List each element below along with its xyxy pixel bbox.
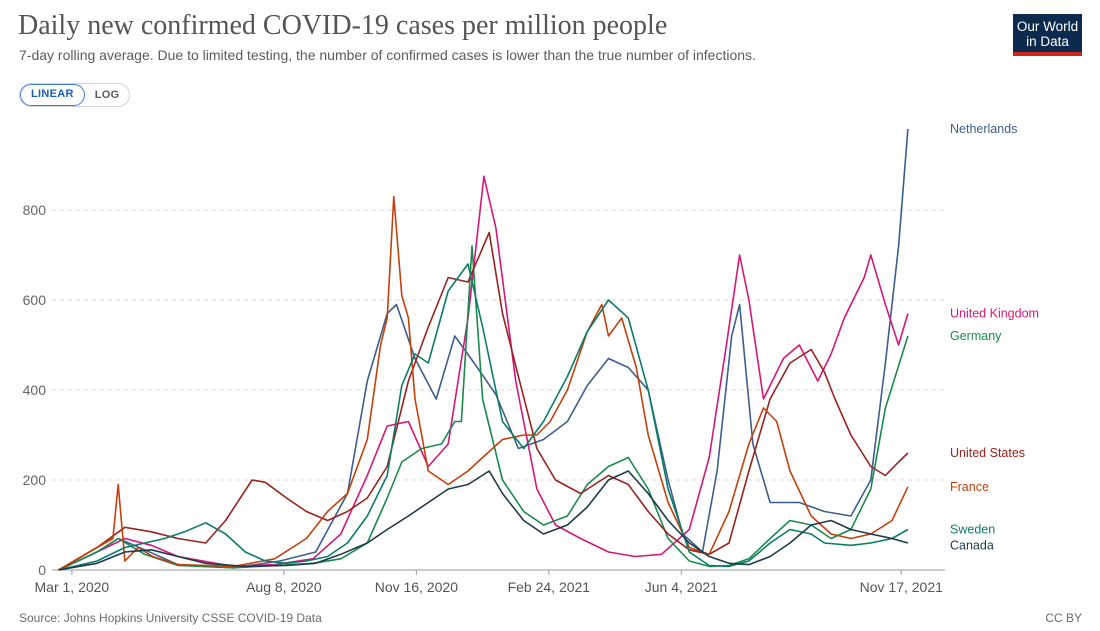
series-label-canada[interactable]: Canada [950, 539, 994, 553]
x-tick-label: Nov 16, 2020 [375, 579, 458, 595]
y-tick-label: 200 [23, 472, 47, 488]
logo-line-1: Our World [1016, 19, 1079, 34]
series-label-france[interactable]: France [950, 480, 989, 494]
license-note[interactable]: CC BY [1045, 611, 1082, 625]
x-tick-label: Jun 4, 2021 [645, 579, 718, 595]
log-scale-button[interactable]: LOG [94, 89, 120, 101]
series-line-france[interactable] [58, 195, 909, 571]
logo-line-2: in Data [1026, 34, 1069, 49]
y-tick-label: 800 [23, 202, 47, 218]
x-tick-label: Nov 17, 2021 [860, 579, 943, 595]
page-subtitle: 7-day rolling average. Due to limited te… [19, 47, 756, 63]
owid-logo[interactable]: Our World in Data [1013, 14, 1082, 56]
series-line-united-kingdom[interactable] [58, 175, 909, 571]
y-tick-label: 400 [23, 382, 47, 398]
y-tick-label: 600 [23, 292, 47, 308]
linear-scale-button[interactable]: LINEAR [20, 84, 85, 106]
series-line-germany[interactable] [58, 245, 909, 571]
series-line-canada[interactable] [58, 470, 909, 571]
series-line-sweden[interactable] [58, 263, 909, 571]
series-label-united-states[interactable]: United States [950, 446, 1025, 460]
scale-toggle: LINEAR LOG [19, 83, 131, 107]
series-line-netherlands[interactable] [58, 128, 909, 571]
series-label-sweden[interactable]: Sweden [950, 523, 995, 537]
y-tick-label: 0 [38, 562, 46, 578]
series-label-netherlands[interactable]: Netherlands [950, 122, 1017, 136]
x-tick-label: Aug 8, 2020 [246, 579, 322, 595]
source-note[interactable]: Source: Johns Hopkins University CSSE CO… [19, 611, 322, 625]
series-label-germany[interactable]: Germany [950, 329, 1002, 343]
series-line-united-states[interactable] [58, 231, 909, 571]
x-tick-label: Mar 1, 2020 [35, 579, 110, 595]
x-tick-label: Feb 24, 2021 [508, 579, 591, 595]
page-title: Daily new confirmed COVID-19 cases per m… [18, 10, 668, 41]
series-label-united-kingdom[interactable]: United Kingdom [950, 307, 1039, 321]
